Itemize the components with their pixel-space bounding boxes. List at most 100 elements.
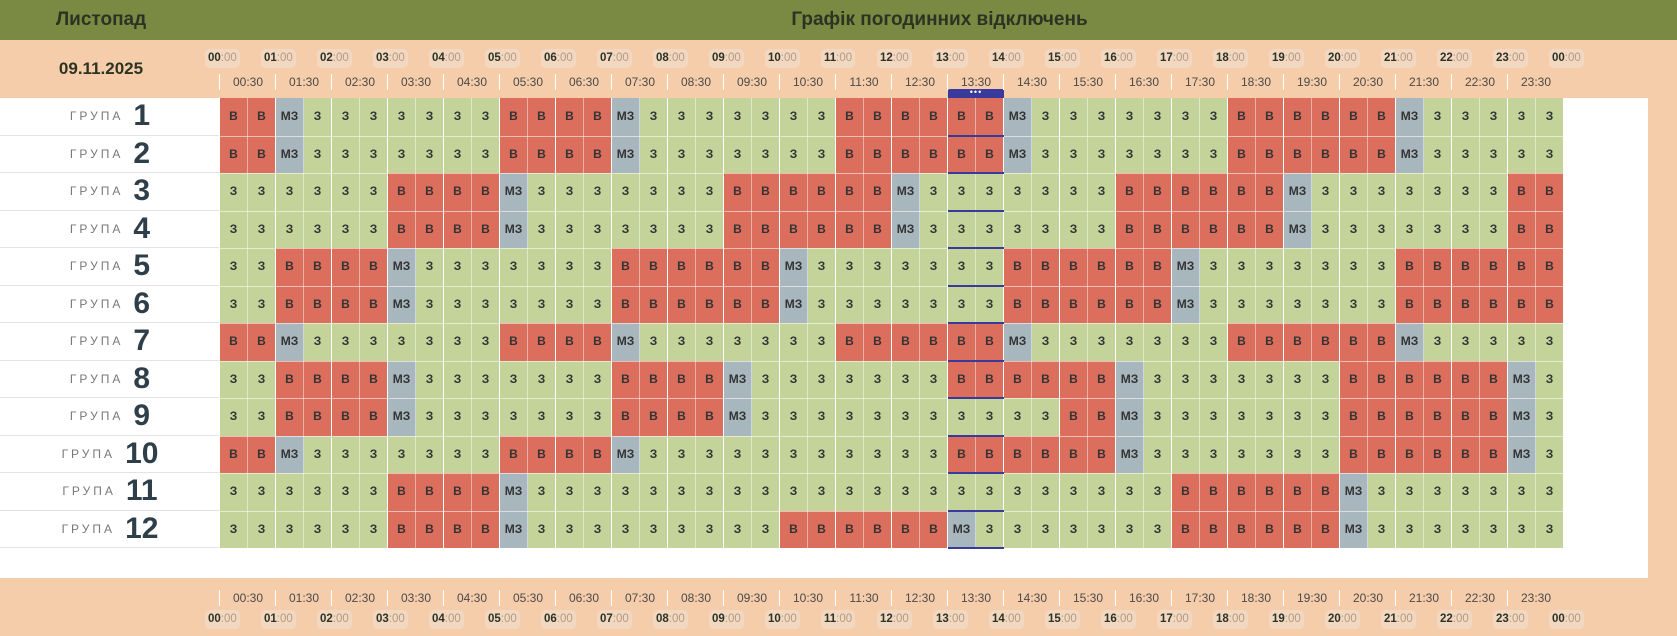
schedule-cell[interactable]: З — [1032, 510, 1060, 548]
schedule-cell[interactable]: З — [220, 473, 248, 511]
schedule-cell[interactable]: В — [976, 135, 1004, 173]
schedule-cell[interactable]: З — [668, 173, 696, 211]
schedule-cell[interactable]: З — [696, 473, 724, 511]
schedule-cell[interactable]: В — [1228, 510, 1256, 548]
schedule-cell[interactable]: МЗ — [1004, 98, 1032, 136]
schedule-cell[interactable]: В — [724, 285, 752, 323]
schedule-cell[interactable]: В — [836, 323, 864, 361]
schedule-cell[interactable]: З — [472, 398, 500, 436]
schedule-cell[interactable]: З — [528, 210, 556, 248]
schedule-cell[interactable]: З — [1200, 323, 1228, 361]
schedule-cell[interactable]: В — [1228, 135, 1256, 173]
schedule-cell[interactable]: В — [1200, 473, 1228, 511]
schedule-cell[interactable]: З — [584, 285, 612, 323]
schedule-cell[interactable]: З — [360, 323, 388, 361]
schedule-cell[interactable]: З — [1060, 510, 1088, 548]
schedule-cell[interactable]: В — [1340, 98, 1368, 136]
schedule-cell[interactable]: В — [640, 360, 668, 398]
schedule-cell[interactable]: В — [304, 360, 332, 398]
schedule-cell[interactable]: З — [1004, 173, 1032, 211]
schedule-cell[interactable]: В — [696, 398, 724, 436]
schedule-cell[interactable]: З — [1200, 98, 1228, 136]
schedule-cell[interactable]: В — [1228, 473, 1256, 511]
schedule-cell[interactable]: З — [416, 323, 444, 361]
schedule-cell[interactable]: В — [864, 98, 892, 136]
schedule-cell[interactable]: МЗ — [612, 323, 640, 361]
schedule-cell[interactable]: В — [444, 210, 472, 248]
schedule-cell[interactable]: З — [864, 398, 892, 436]
schedule-cell[interactable]: З — [976, 398, 1004, 436]
schedule-cell[interactable]: З — [1480, 210, 1508, 248]
schedule-cell[interactable]: З — [920, 248, 948, 286]
schedule-cell[interactable]: З — [1088, 98, 1116, 136]
schedule-cell[interactable]: В — [276, 360, 304, 398]
schedule-cell[interactable]: З — [276, 473, 304, 511]
schedule-cell[interactable]: З — [668, 98, 696, 136]
schedule-cell[interactable]: В — [332, 398, 360, 436]
schedule-cell[interactable]: В — [1340, 435, 1368, 473]
schedule-cell[interactable]: З — [640, 98, 668, 136]
schedule-cell[interactable]: З — [836, 248, 864, 286]
schedule-cell[interactable]: В — [612, 248, 640, 286]
schedule-cell[interactable]: З — [220, 398, 248, 436]
schedule-cell[interactable]: З — [1116, 323, 1144, 361]
schedule-cell[interactable]: МЗ — [1340, 510, 1368, 548]
group-row-label[interactable]: ГРУПА 6 — [0, 285, 220, 323]
schedule-cell[interactable]: З — [668, 135, 696, 173]
schedule-cell[interactable]: З — [584, 473, 612, 511]
schedule-cell[interactable]: З — [444, 398, 472, 436]
schedule-cell[interactable]: МЗ — [612, 98, 640, 136]
schedule-cell[interactable]: З — [892, 285, 920, 323]
schedule-cell[interactable]: В — [1144, 173, 1172, 211]
schedule-cell[interactable]: З — [1368, 473, 1396, 511]
schedule-cell[interactable]: В — [388, 173, 416, 211]
schedule-cell[interactable]: З — [1368, 248, 1396, 286]
schedule-cell[interactable]: З — [1536, 473, 1564, 511]
schedule-cell[interactable]: З — [1284, 285, 1312, 323]
schedule-cell[interactable]: В — [1256, 173, 1284, 211]
schedule-cell[interactable]: В — [1312, 135, 1340, 173]
schedule-cell[interactable]: В — [1228, 98, 1256, 136]
schedule-cell[interactable]: З — [864, 285, 892, 323]
schedule-cell[interactable]: МЗ — [612, 135, 640, 173]
schedule-cell[interactable]: З — [1088, 135, 1116, 173]
schedule-cell[interactable]: З — [780, 435, 808, 473]
schedule-cell[interactable]: З — [304, 510, 332, 548]
schedule-cell[interactable]: В — [696, 360, 724, 398]
schedule-cell[interactable]: З — [248, 285, 276, 323]
schedule-cell[interactable]: В — [416, 173, 444, 211]
schedule-cell[interactable]: В — [864, 323, 892, 361]
schedule-cell[interactable]: З — [500, 248, 528, 286]
schedule-cell[interactable]: З — [360, 510, 388, 548]
schedule-cell[interactable]: З — [640, 323, 668, 361]
schedule-cell[interactable]: З — [472, 248, 500, 286]
schedule-cell[interactable]: З — [1144, 435, 1172, 473]
schedule-cell[interactable]: З — [1284, 398, 1312, 436]
schedule-cell[interactable]: В — [1340, 360, 1368, 398]
schedule-cell[interactable]: В — [808, 173, 836, 211]
schedule-cell[interactable]: МЗ — [276, 435, 304, 473]
schedule-cell[interactable]: З — [976, 210, 1004, 248]
schedule-cell[interactable]: З — [1508, 510, 1536, 548]
schedule-cell[interactable]: В — [976, 360, 1004, 398]
schedule-cell[interactable]: З — [892, 473, 920, 511]
schedule-cell[interactable]: З — [948, 473, 976, 511]
schedule-cell[interactable]: З — [1340, 285, 1368, 323]
schedule-cell[interactable]: З — [668, 210, 696, 248]
schedule-cell[interactable]: В — [220, 323, 248, 361]
schedule-cell[interactable]: В — [1536, 173, 1564, 211]
schedule-cell[interactable]: З — [332, 435, 360, 473]
schedule-cell[interactable]: МЗ — [780, 248, 808, 286]
schedule-cell[interactable]: МЗ — [1116, 360, 1144, 398]
schedule-cell[interactable]: В — [864, 510, 892, 548]
schedule-cell[interactable]: З — [248, 210, 276, 248]
schedule-cell[interactable]: В — [948, 360, 976, 398]
schedule-cell[interactable]: З — [640, 135, 668, 173]
schedule-cell[interactable]: В — [1256, 98, 1284, 136]
schedule-cell[interactable]: З — [220, 210, 248, 248]
schedule-cell[interactable]: В — [920, 98, 948, 136]
schedule-cell[interactable]: З — [556, 360, 584, 398]
schedule-cell[interactable]: З — [1424, 135, 1452, 173]
schedule-cell[interactable]: З — [360, 135, 388, 173]
schedule-cell[interactable]: В — [444, 510, 472, 548]
